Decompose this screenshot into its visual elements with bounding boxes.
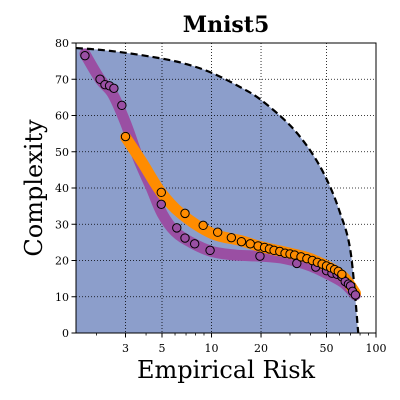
x-tick-label: 20: [254, 342, 268, 355]
data-point-purple: [350, 290, 361, 300]
x-tick-label: 100: [366, 342, 387, 355]
y-axis-label: Complexity: [20, 119, 48, 257]
chart-title: Mnist5: [183, 12, 270, 38]
data-point-purple: [117, 100, 127, 111]
boundary-curve: [76, 46, 360, 333]
data-point-orange: [180, 208, 190, 219]
data-point-purple: [205, 245, 215, 256]
x-tick-label: 3: [122, 342, 129, 355]
x-tick-label: 10: [205, 342, 219, 355]
y-tick-label: 60: [55, 110, 69, 123]
x-tick-label: 5: [159, 342, 166, 355]
y-tick-label: 20: [55, 255, 69, 268]
data-point-orange: [212, 227, 223, 237]
data-point-orange: [236, 236, 247, 247]
y-tick-label: 0: [62, 327, 69, 340]
data-point-purple: [109, 83, 119, 94]
data-point-orange: [337, 269, 347, 279]
y-tick-label: 80: [55, 37, 69, 50]
y-tick-label: 10: [55, 291, 69, 304]
data-point-orange: [198, 220, 208, 231]
x-tick-label: 50: [319, 342, 333, 355]
y-tick-label: 70: [55, 73, 69, 86]
y-tick-label: 40: [55, 182, 69, 195]
data-point-orange: [226, 232, 237, 243]
data-point-purple: [172, 223, 182, 233]
y-tick-label: 50: [55, 146, 69, 159]
data-point-purple: [189, 239, 200, 249]
data-point-purple: [255, 251, 265, 261]
data-point-purple: [80, 50, 90, 61]
data-point-orange: [120, 131, 131, 142]
data-point-orange: [245, 239, 255, 249]
data-point-purple: [156, 199, 166, 210]
data-point-purple: [180, 233, 190, 243]
data-point-orange: [156, 187, 166, 198]
x-axis-label: Empirical Risk: [137, 356, 316, 384]
y-tick-label: 30: [55, 218, 69, 231]
